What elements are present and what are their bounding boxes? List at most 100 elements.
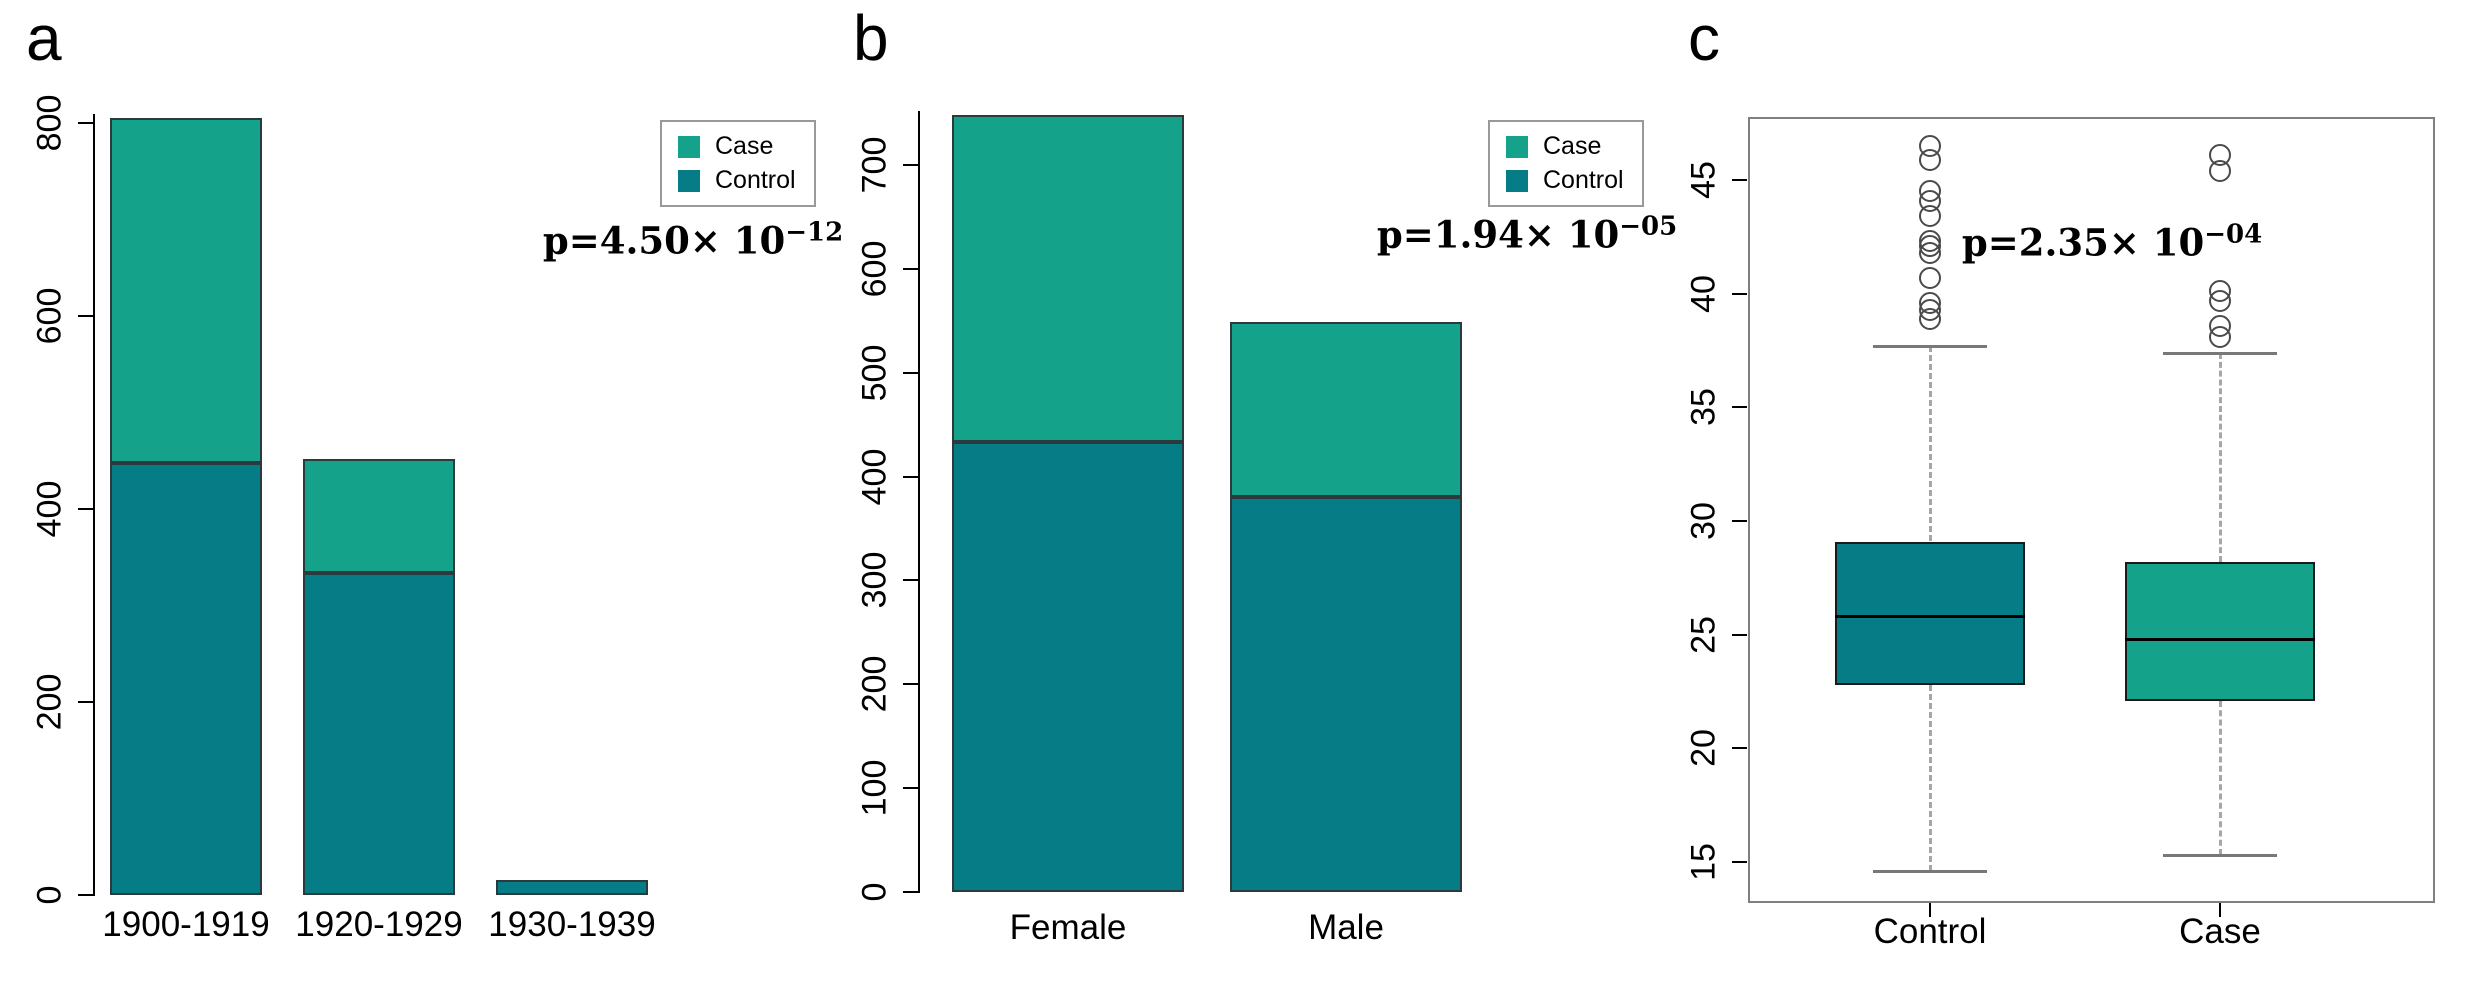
whisker-upper-control [1929,346,1932,542]
panel-c-letter: c [1688,2,1720,74]
y-tick-label-b: 400 [855,448,894,505]
y-tick-a [78,894,93,896]
box-control [1835,541,2025,685]
y-tick-b [903,683,918,686]
y-tick-label-b: 600 [855,240,894,298]
p-value-base-b: p=1.94× 10 [1376,212,1620,257]
x-category-label-b: Male [1308,908,1384,947]
y-tick-a [78,508,93,510]
y-tick-b [903,475,918,478]
y-tick-label-a: 400 [30,480,69,538]
y-tick-label-a: 800 [30,94,69,152]
legend-a-control-label: Control [715,166,796,194]
y-tick-c [1732,747,1747,750]
y-tick-c [1732,861,1747,863]
bar-a-1-case-segment [110,118,262,463]
whisker-lower-control [1929,684,1932,872]
x-category-label-a: 1920-1929 [295,905,463,944]
outlier-point-control [1919,180,1941,203]
x-category-label-b: Female [1009,908,1127,947]
outlier-point-control [1919,291,1941,314]
panel-b-letter: b [853,2,889,74]
x-category-label-c: Control [1873,912,1987,951]
legend-b-row-case: Case [1506,134,1624,159]
p-value-exponent-c: −04 [2204,219,2263,250]
y-tick-label-b: 700 [855,136,894,194]
case-color-swatch-icon [678,135,700,158]
p-value-base-a: p=4.50× 10 [542,218,786,263]
y-tick-c [1732,633,1747,636]
whisker-cap-lower-control [1873,870,1987,874]
y-tick-c [1732,520,1747,523]
outlier-point-case [2209,280,2231,303]
y-tick-b [903,267,918,270]
y-tick-b [903,579,918,582]
y-tick-c [1732,179,1747,182]
y-tick-label-b: 500 [855,344,894,402]
control-color-swatch-icon [678,169,700,192]
y-tick-label-b: 300 [855,552,894,609]
y-tick-label-b: 100 [855,759,894,817]
whisker-lower-case [2219,700,2222,856]
bar-b-1-control-segment [952,442,1184,892]
legend-b: Case Control [1488,120,1644,207]
y-tick-a [78,701,93,703]
y-tick-label-b: 200 [855,655,894,713]
whisker-cap-lower-case [2163,854,2277,858]
y-tick-c [1732,292,1747,295]
legend-a-case-label: Case [715,132,774,160]
y-tick-label-c: 25 [1684,615,1723,654]
y-tick-b [903,164,918,166]
y-tick-a [78,315,93,317]
y-tick-c [1732,406,1747,409]
median-case [2125,637,2315,641]
whisker-upper-case [2219,352,2222,562]
outlier-point-case [2209,144,2231,167]
y-tick-b [903,787,918,790]
p-value-base-c: p=2.35× 10 [1961,220,2205,265]
legend-a-row-control: Control [678,168,796,193]
y-tick-label-a: 600 [30,287,69,345]
bar-b-1-case-segment [952,115,1184,443]
x-tick-c [1929,903,1931,917]
y-tick-label-c: 20 [1684,729,1723,768]
y-tick-label-c: 35 [1684,388,1723,427]
y-tick-a [78,122,93,124]
y-tick-label-c: 45 [1684,161,1723,200]
p-value-exponent-b: −05 [1619,211,1678,242]
x-tick-c [2219,903,2221,917]
bar-a-3-control-segment [496,879,648,895]
outlier-point-control [1919,230,1941,253]
outlier-point-control [1919,266,1941,289]
y-tick-label-a: 200 [30,673,69,731]
whisker-cap-upper-control [1873,345,1987,349]
y-tick-label-a: 0 [30,885,69,905]
p-value-exponent-a: −12 [785,217,844,248]
case-color-swatch-icon [1506,135,1528,158]
legend-a: Case Control [660,120,816,207]
bar-a-2-case-segment [303,458,455,573]
y-tick-b [903,891,918,893]
p-value-annotation-a: p=4.50× 10−12 [543,217,843,262]
bar-b-2-control-segment [1230,497,1462,892]
whisker-cap-upper-case [2163,351,2277,355]
y-tick-label-b: 0 [855,882,894,902]
outlier-point-control [1919,135,1941,157]
bar-b-2-case-segment [1230,321,1462,498]
boxplot-frame [1748,117,2435,903]
legend-b-row-control: Control [1506,168,1624,193]
y-axis-line-a [93,114,95,896]
median-control [1835,615,2025,619]
x-category-label-a: 1930-1939 [488,905,656,944]
legend-b-case-label: Case [1543,132,1602,160]
legend-a-row-case: Case [678,134,796,159]
y-tick-label-c: 15 [1684,843,1723,881]
legend-b-control-label: Control [1543,166,1624,194]
box-case [2125,561,2315,701]
bar-a-2-control-segment [303,572,455,895]
outlier-point-case [2209,314,2231,337]
y-tick-label-c: 30 [1684,502,1723,540]
bar-a-1-control-segment [110,462,262,895]
control-color-swatch-icon [1506,169,1528,192]
